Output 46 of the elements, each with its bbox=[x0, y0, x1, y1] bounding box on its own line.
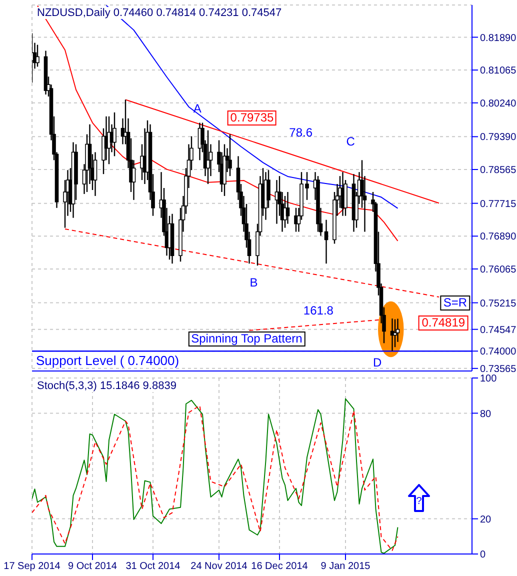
y-tick-label: 0.81065 bbox=[480, 66, 517, 77]
candlestick bbox=[112, 112, 116, 157]
annotation: D bbox=[373, 355, 382, 370]
y-tick-label: 0.78565 bbox=[480, 165, 517, 176]
y-tick-label: 0.76065 bbox=[480, 264, 517, 276]
y-tick-label: 0.81890 bbox=[480, 32, 517, 44]
y-tick-label: 0.80240 bbox=[480, 98, 517, 110]
y-tick-label: 0.74547 bbox=[480, 324, 517, 336]
y-tick-label: 0.76890 bbox=[480, 232, 517, 243]
y-tick-label: 0.79390 bbox=[480, 132, 517, 144]
annotation: Spinning Top Pattern bbox=[188, 332, 306, 347]
line-series bbox=[37, 5, 398, 242]
annotation: ? bbox=[416, 496, 422, 507]
x-tick-label: 9 Jan 2015 bbox=[320, 561, 371, 572]
candlestick bbox=[93, 152, 98, 197]
candlestick bbox=[324, 219, 328, 264]
chart-title: Stoch(5,3,3) 15.1846 9.8839 bbox=[35, 380, 178, 392]
x-tick-label: 16 Dec 2014 bbox=[251, 561, 308, 572]
candlestick bbox=[206, 130, 210, 185]
annotation: 78.6 bbox=[289, 126, 313, 140]
annotation: 0.74819 bbox=[418, 315, 468, 330]
annotation: 161.8 bbox=[303, 303, 334, 318]
y-tick-label: 0 bbox=[480, 550, 486, 561]
x-tick-label: 31 Oct 2014 bbox=[126, 561, 181, 572]
chart-title: NZDUSD,Daily 0.74460 0.74814 0.74231 0.74547 bbox=[35, 7, 284, 19]
x-tick-label: 9 Oct 2014 bbox=[68, 561, 118, 572]
annotation: B bbox=[250, 276, 258, 290]
candlestick bbox=[286, 191, 290, 224]
up-arrow-icon: ? bbox=[408, 484, 430, 512]
annotation: C bbox=[346, 134, 355, 149]
y-tick-label: 0.77715 bbox=[480, 198, 517, 210]
annotation: 0.79735 bbox=[227, 110, 277, 126]
y-tick-label: 0.73565 bbox=[480, 364, 517, 375]
x-tick-label: 24 Nov 2014 bbox=[190, 561, 248, 572]
annotation: A bbox=[193, 101, 202, 116]
y-tick-label: 0.74000 bbox=[480, 346, 517, 358]
candlestick bbox=[36, 44, 40, 68]
y-tick-label: 20 bbox=[480, 514, 492, 526]
y-tick-label: 100 bbox=[480, 374, 498, 385]
candlestick bbox=[396, 318, 400, 343]
ref-line-label: Support Level ( 0.74000) bbox=[36, 353, 180, 368]
y-tick-label: 0.75215 bbox=[480, 298, 517, 310]
y-tick-label: 80 bbox=[480, 408, 492, 420]
candlestick bbox=[393, 318, 397, 348]
x-tick-label: 17 Sep 2014 bbox=[4, 561, 61, 572]
annotation: S=R bbox=[440, 296, 470, 311]
